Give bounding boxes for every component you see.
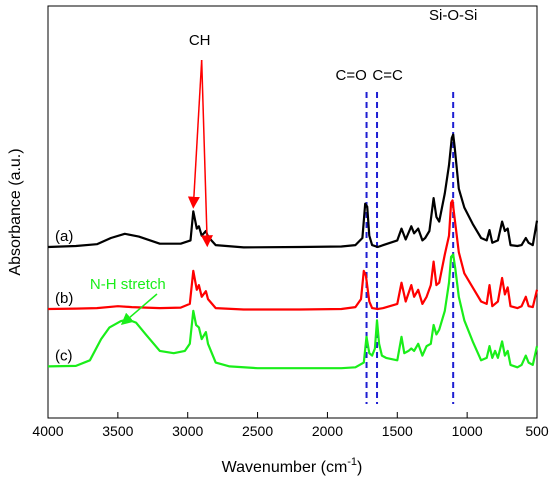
annotation-label: C=C	[372, 67, 403, 84]
annotation-label: N-H stretch	[90, 276, 166, 293]
spectra: (a) (b) (c)	[47, 133, 539, 370]
x-tick-label: 2000	[312, 423, 343, 439]
annotation-arrow	[187, 59, 203, 209]
spectrum-line	[47, 199, 539, 311]
x-tick-label: 3500	[102, 423, 133, 439]
peak-annotations: CH C=O C=C Si-O-Si N-H stretch	[90, 7, 477, 325]
x-tick-label: 3000	[172, 423, 203, 439]
annotation-label: Si-O-Si	[429, 7, 477, 24]
x-tick-label: 2500	[242, 423, 273, 439]
x-tick-label: 500	[525, 423, 549, 439]
x-tick-label: 1000	[452, 423, 483, 439]
annotation-arrow	[200, 59, 213, 248]
x-axis-ticks: 4000 3500 3000 2500 2000 1500 1000 500	[32, 412, 549, 439]
series-label: (c)	[55, 347, 73, 364]
series-label: (a)	[55, 228, 73, 245]
x-tick-label: 4000	[32, 423, 63, 439]
plot-frame	[47, 5, 538, 419]
spectrum-line	[47, 253, 539, 370]
annotation-label: C=O	[336, 67, 367, 84]
x-tick-label: 1500	[382, 423, 413, 439]
annotation-label: CH	[189, 32, 211, 49]
y-axis-title: Absorbance (a.u.)	[7, 148, 24, 275]
spectrum-line	[47, 133, 539, 249]
annotation-arrow	[120, 293, 158, 325]
series-label: (b)	[55, 290, 73, 307]
reference-lines	[365, 92, 455, 404]
x-axis-title: Wavenumber (cm-1)	[222, 456, 363, 476]
